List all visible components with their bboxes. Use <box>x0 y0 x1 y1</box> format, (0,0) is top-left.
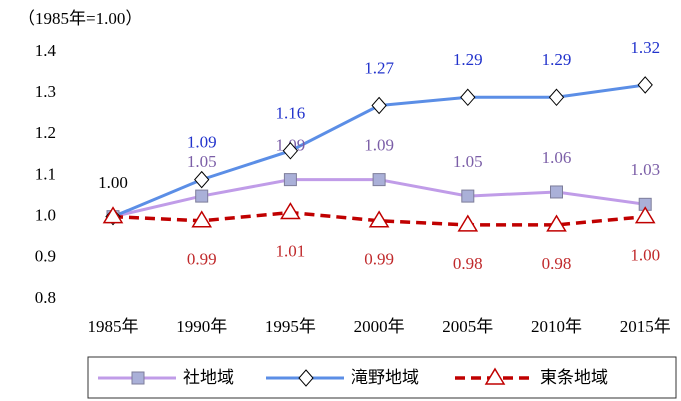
y-tick-label: 1.0 <box>35 206 56 225</box>
y-tick-label: 1.4 <box>35 41 57 60</box>
y-tick-label: 0.9 <box>35 247 56 266</box>
marker <box>280 202 301 220</box>
legend-box <box>87 356 677 399</box>
x-tick-label: 2000年 <box>354 317 405 336</box>
data-label: 1.32 <box>630 38 660 57</box>
data-label: 0.99 <box>187 250 217 269</box>
x-tick-label: 2005年 <box>442 317 493 336</box>
marker <box>634 206 656 224</box>
data-label: 1.27 <box>364 58 394 77</box>
x-tick-label: 1995年 <box>265 317 316 336</box>
data-label: 1.01 <box>276 241 306 260</box>
legend-marker <box>484 367 506 385</box>
data-label: 1.09 <box>364 136 394 155</box>
data-label: 0.98 <box>542 254 572 273</box>
marker <box>546 214 567 232</box>
legend-marker <box>131 371 145 385</box>
data-label: 1.05 <box>453 152 483 171</box>
data-label: 1.06 <box>542 148 572 167</box>
marker <box>550 185 563 199</box>
x-tick-label: 2015年 <box>620 317 671 336</box>
marker <box>195 189 209 203</box>
data-label: 0.99 <box>364 250 394 269</box>
marker <box>461 189 475 203</box>
data-label: 1.29 <box>453 50 483 69</box>
x-tick-label: 2010年 <box>531 317 582 336</box>
data-label: 1.09 <box>187 133 217 152</box>
legend-marker <box>298 369 314 387</box>
data-label: 0.98 <box>453 254 483 273</box>
legend-label: 東条地域 <box>540 368 608 388</box>
data-label: 1.00 <box>630 246 660 265</box>
y-tick-label: 0.8 <box>35 288 56 307</box>
chart-subtitle: （1985年=1.00） <box>18 9 142 28</box>
annotation: 1.00 <box>98 173 128 192</box>
data-label: 1.05 <box>187 152 217 171</box>
legend-label: 社地域 <box>183 368 234 388</box>
x-tick-label: 1990年 <box>176 317 227 336</box>
y-tick-label: 1.2 <box>35 123 56 142</box>
marker <box>460 88 476 107</box>
x-tick-label: 1985年 <box>88 317 139 336</box>
y-tick-label: 1.3 <box>35 82 56 101</box>
marker <box>191 210 213 228</box>
marker <box>194 170 210 189</box>
marker <box>457 214 479 232</box>
marker <box>283 173 297 187</box>
marker <box>548 88 565 107</box>
marker <box>371 96 387 115</box>
data-label: 1.16 <box>276 104 306 123</box>
data-label: 1.03 <box>630 160 660 179</box>
marker <box>282 142 299 160</box>
marker <box>637 76 653 94</box>
marker <box>368 210 390 228</box>
marker <box>372 173 386 187</box>
legend-label: 滝野地域 <box>351 368 419 388</box>
data-label: 1.29 <box>542 50 572 69</box>
marker <box>102 206 124 224</box>
y-tick-label: 1.1 <box>35 164 56 183</box>
